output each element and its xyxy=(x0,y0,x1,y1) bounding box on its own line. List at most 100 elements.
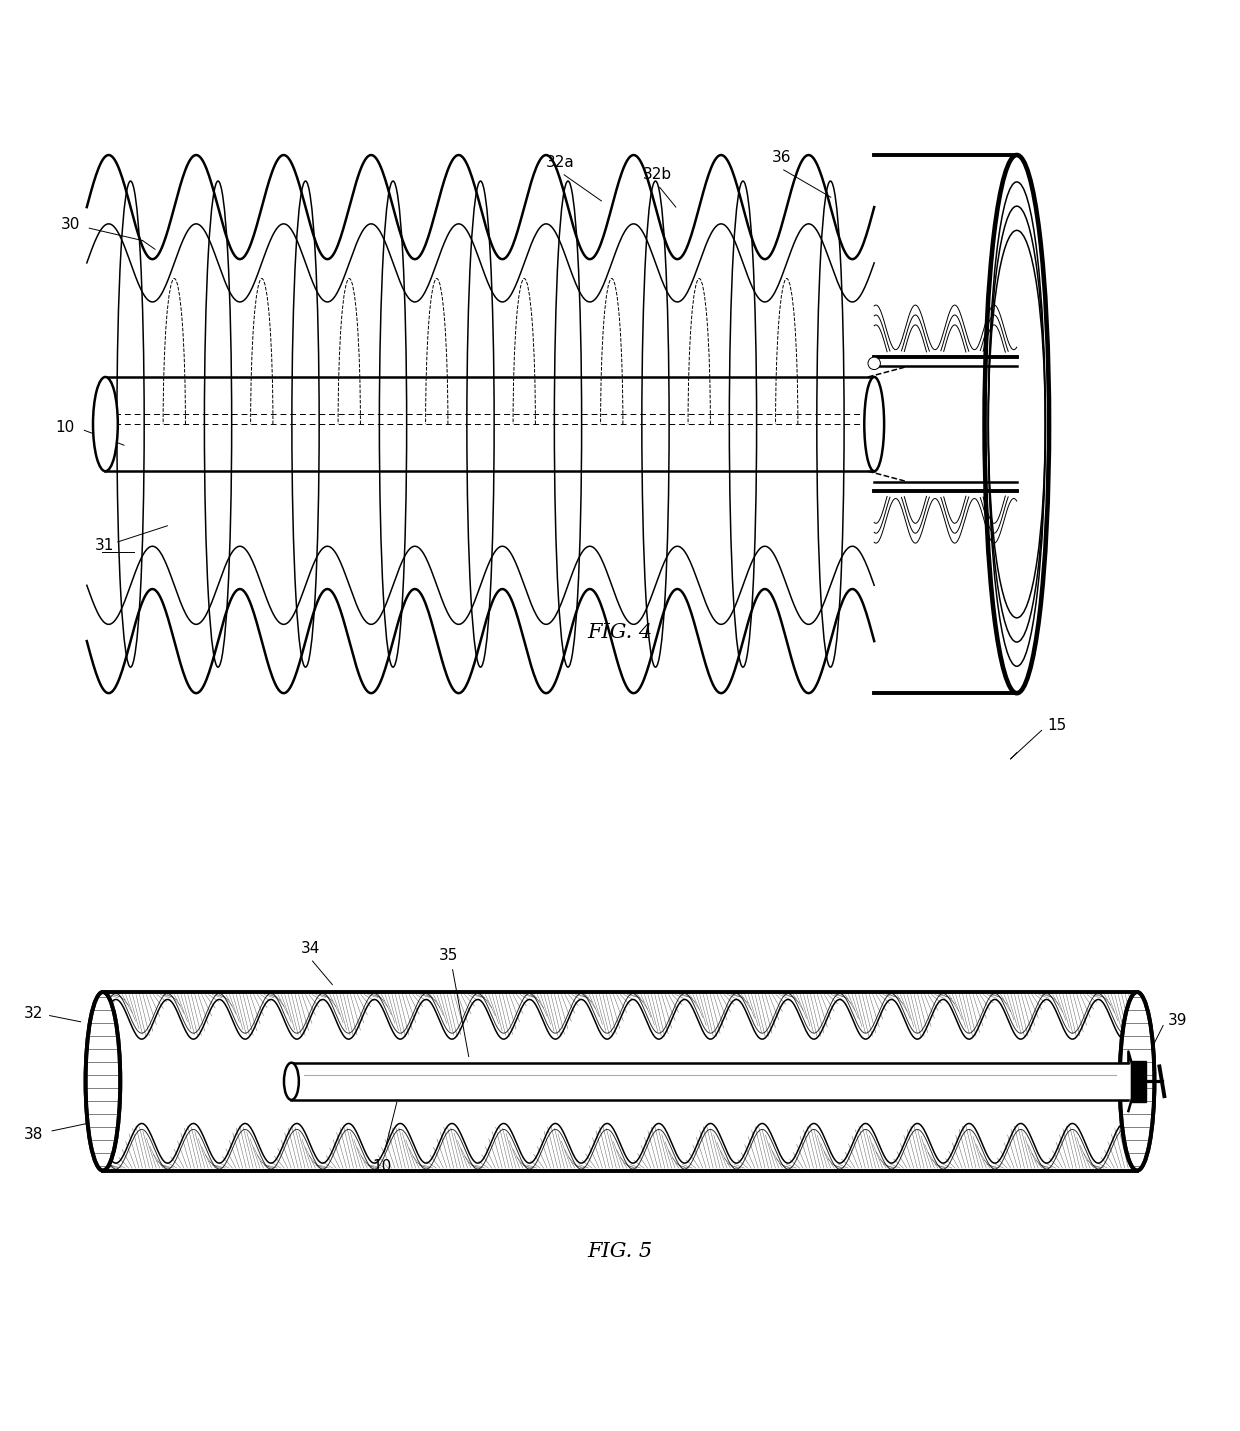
Polygon shape xyxy=(191,226,192,622)
Polygon shape xyxy=(593,301,594,548)
Polygon shape xyxy=(314,286,315,562)
Polygon shape xyxy=(246,296,247,551)
Polygon shape xyxy=(412,301,413,548)
Polygon shape xyxy=(677,302,678,547)
Polygon shape xyxy=(589,302,590,547)
Polygon shape xyxy=(651,250,652,598)
Polygon shape xyxy=(753,289,755,560)
Text: FIG. 5: FIG. 5 xyxy=(588,1242,652,1261)
Polygon shape xyxy=(872,266,873,581)
Polygon shape xyxy=(348,262,350,587)
Polygon shape xyxy=(252,288,253,561)
Polygon shape xyxy=(274,232,275,617)
Polygon shape xyxy=(693,278,694,571)
Polygon shape xyxy=(363,229,365,620)
Polygon shape xyxy=(352,250,353,597)
Polygon shape xyxy=(438,256,439,592)
Polygon shape xyxy=(683,296,684,552)
Polygon shape xyxy=(192,225,193,624)
Polygon shape xyxy=(692,280,693,568)
Polygon shape xyxy=(326,302,327,547)
Polygon shape xyxy=(639,226,640,621)
Polygon shape xyxy=(171,269,172,580)
Polygon shape xyxy=(507,298,508,551)
Polygon shape xyxy=(724,225,725,624)
Ellipse shape xyxy=(1120,992,1154,1171)
Polygon shape xyxy=(383,236,384,612)
Polygon shape xyxy=(414,302,415,547)
Polygon shape xyxy=(377,228,378,621)
Polygon shape xyxy=(712,230,713,617)
Polygon shape xyxy=(841,290,843,558)
Polygon shape xyxy=(859,295,861,554)
Polygon shape xyxy=(172,265,174,584)
Polygon shape xyxy=(604,282,605,567)
Polygon shape xyxy=(787,258,789,591)
Polygon shape xyxy=(249,290,252,558)
Polygon shape xyxy=(656,265,657,584)
Polygon shape xyxy=(312,283,314,565)
Polygon shape xyxy=(112,225,113,624)
Polygon shape xyxy=(190,228,191,621)
Polygon shape xyxy=(578,289,580,558)
Text: 32a: 32a xyxy=(546,155,575,170)
Polygon shape xyxy=(730,233,733,615)
Polygon shape xyxy=(676,302,677,547)
Polygon shape xyxy=(241,302,242,547)
Polygon shape xyxy=(707,239,708,610)
Polygon shape xyxy=(331,299,332,550)
Polygon shape xyxy=(196,223,197,624)
Polygon shape xyxy=(682,298,683,550)
Polygon shape xyxy=(449,232,450,617)
Polygon shape xyxy=(619,240,620,608)
Polygon shape xyxy=(795,238,796,611)
Polygon shape xyxy=(115,229,117,620)
Polygon shape xyxy=(218,263,219,585)
Polygon shape xyxy=(215,253,216,595)
Polygon shape xyxy=(281,223,283,624)
Polygon shape xyxy=(99,232,100,617)
Polygon shape xyxy=(350,258,351,590)
Polygon shape xyxy=(100,229,102,620)
Polygon shape xyxy=(257,275,258,574)
Polygon shape xyxy=(808,223,810,624)
Polygon shape xyxy=(320,296,321,552)
Polygon shape xyxy=(624,232,625,617)
Polygon shape xyxy=(822,240,823,608)
Polygon shape xyxy=(709,233,712,615)
Polygon shape xyxy=(484,272,485,577)
Polygon shape xyxy=(653,258,655,591)
Polygon shape xyxy=(678,302,680,547)
Polygon shape xyxy=(260,263,262,585)
Polygon shape xyxy=(464,226,465,621)
Polygon shape xyxy=(343,276,345,572)
Polygon shape xyxy=(376,226,377,622)
Text: 30: 30 xyxy=(61,218,81,232)
Polygon shape xyxy=(128,255,129,594)
Polygon shape xyxy=(253,285,254,564)
Polygon shape xyxy=(849,301,851,547)
Polygon shape xyxy=(869,273,870,574)
Polygon shape xyxy=(373,225,374,624)
Polygon shape xyxy=(556,233,558,615)
Polygon shape xyxy=(455,225,456,624)
Polygon shape xyxy=(351,255,352,594)
Polygon shape xyxy=(357,238,358,610)
Polygon shape xyxy=(805,225,806,624)
Polygon shape xyxy=(91,249,92,600)
Polygon shape xyxy=(103,226,104,622)
Polygon shape xyxy=(831,263,832,584)
Polygon shape xyxy=(572,273,573,575)
Polygon shape xyxy=(548,225,549,624)
Polygon shape xyxy=(399,280,401,567)
Polygon shape xyxy=(110,225,112,624)
Polygon shape xyxy=(777,285,779,562)
Polygon shape xyxy=(285,225,286,624)
Polygon shape xyxy=(603,285,604,564)
Polygon shape xyxy=(574,280,575,568)
Polygon shape xyxy=(272,233,274,614)
Polygon shape xyxy=(154,301,155,547)
Polygon shape xyxy=(408,296,409,551)
Polygon shape xyxy=(748,276,749,571)
Polygon shape xyxy=(124,245,125,604)
